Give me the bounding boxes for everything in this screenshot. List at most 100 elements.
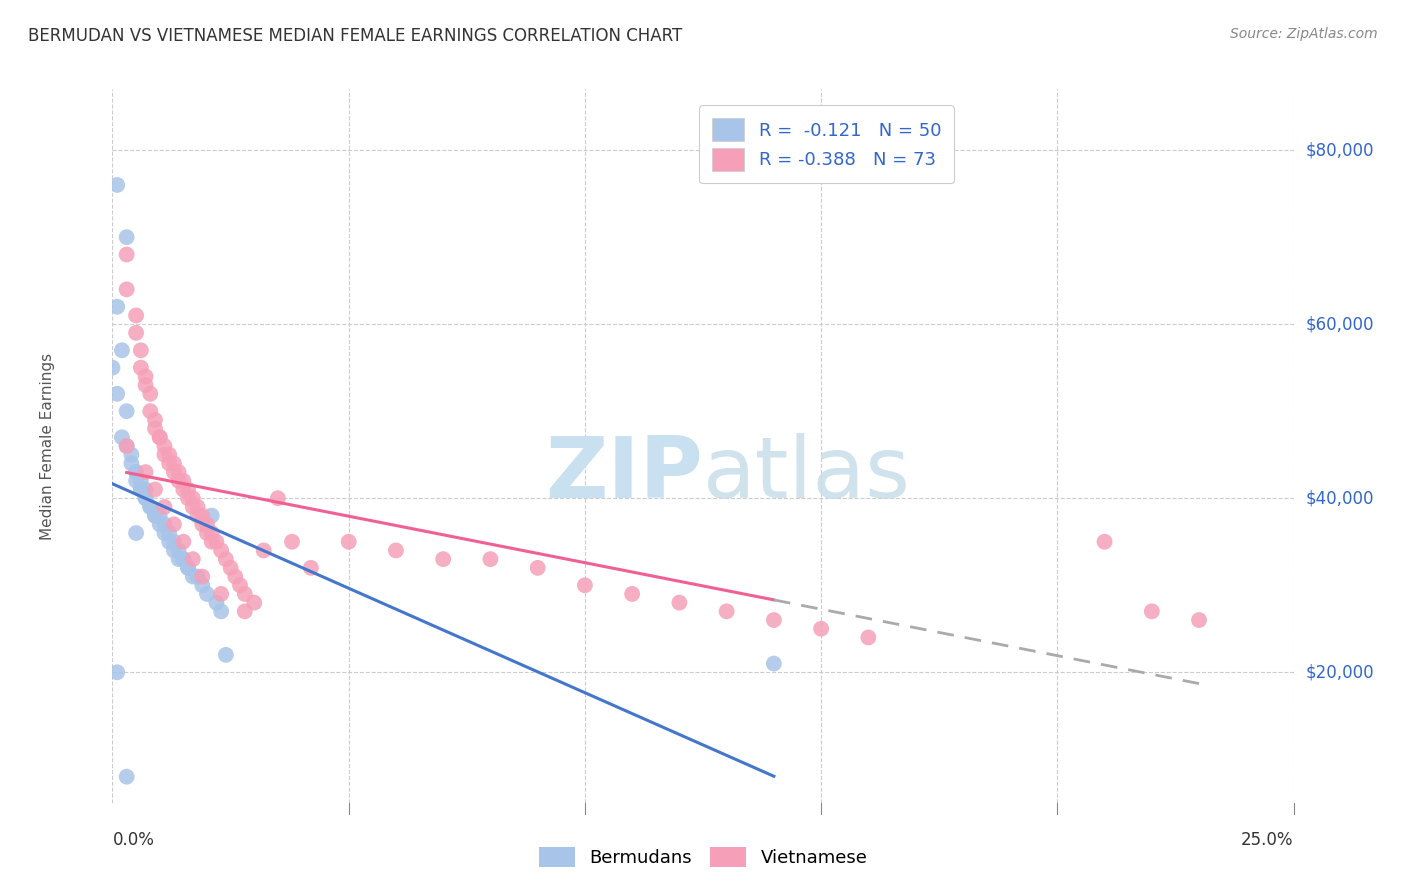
Point [762, 613, 785, 627]
Point [1188, 613, 1211, 627]
Point [125, 465, 148, 479]
Point [167, 543, 190, 558]
Point [224, 569, 246, 583]
Point [105, 178, 128, 192]
Point [129, 474, 152, 488]
Point [105, 665, 128, 680]
Point [1140, 604, 1163, 618]
Point [115, 404, 138, 418]
Point [149, 430, 172, 444]
Point [205, 534, 228, 549]
Point [191, 569, 214, 583]
Point [233, 604, 256, 618]
Point [191, 517, 214, 532]
Point [125, 309, 148, 323]
Point [172, 552, 194, 566]
Point [153, 500, 176, 514]
Point [163, 534, 186, 549]
Point [149, 430, 172, 444]
Point [135, 378, 157, 392]
Point [172, 534, 194, 549]
Point [191, 508, 214, 523]
Point [201, 534, 224, 549]
Point [143, 508, 166, 523]
Point [105, 386, 128, 401]
Point [762, 657, 785, 671]
Point [201, 508, 224, 523]
Text: Median Female Earnings: Median Female Earnings [39, 352, 55, 540]
Point [163, 465, 186, 479]
Text: Source: ZipAtlas.com: Source: ZipAtlas.com [1230, 27, 1378, 41]
Point [157, 526, 180, 541]
Point [139, 500, 162, 514]
Point [1094, 534, 1116, 549]
Point [115, 770, 138, 784]
Point [229, 578, 252, 592]
Point [149, 508, 172, 523]
Point [115, 247, 138, 261]
Point [139, 386, 162, 401]
Text: $40,000: $40,000 [1305, 489, 1374, 508]
Point [139, 404, 162, 418]
Point [129, 360, 152, 375]
Point [810, 622, 832, 636]
Point [209, 604, 232, 618]
Point [621, 587, 644, 601]
Point [163, 457, 186, 471]
Point [172, 552, 194, 566]
Point [267, 491, 290, 506]
Point [181, 569, 204, 583]
Point [153, 517, 176, 532]
Point [135, 483, 157, 497]
Point [135, 465, 157, 479]
Point [125, 465, 148, 479]
Point [111, 430, 134, 444]
Point [120, 457, 142, 471]
Point [337, 534, 360, 549]
Point [186, 508, 208, 523]
Point [219, 561, 242, 575]
Point [143, 413, 166, 427]
Point [115, 282, 138, 296]
Text: $80,000: $80,000 [1305, 141, 1374, 159]
Point [153, 448, 176, 462]
Text: $60,000: $60,000 [1305, 315, 1374, 334]
Text: ZIP: ZIP [546, 433, 703, 516]
Point [177, 483, 200, 497]
Point [167, 474, 190, 488]
Point [181, 491, 204, 506]
Point [195, 517, 218, 532]
Point [191, 578, 214, 592]
Point [115, 439, 138, 453]
Point [215, 648, 238, 662]
Point [129, 483, 152, 497]
Point [139, 500, 162, 514]
Legend: Bermudans, Vietnamese: Bermudans, Vietnamese [531, 839, 875, 874]
Point [526, 561, 548, 575]
Point [177, 561, 200, 575]
Point [129, 343, 152, 358]
Point [125, 474, 148, 488]
Point [181, 552, 204, 566]
Point [167, 552, 190, 566]
Point [157, 457, 180, 471]
Point [172, 483, 194, 497]
Point [243, 596, 266, 610]
Point [172, 474, 194, 488]
Point [858, 631, 880, 645]
Legend: R =  -0.121   N = 50, R = -0.388   N = 73: R = -0.121 N = 50, R = -0.388 N = 73 [699, 105, 953, 184]
Point [195, 526, 218, 541]
Point [111, 343, 134, 358]
Point [143, 508, 166, 523]
Point [105, 300, 128, 314]
Point [716, 604, 738, 618]
Point [432, 552, 454, 566]
Point [299, 561, 322, 575]
Point [209, 543, 232, 558]
Point [233, 587, 256, 601]
Text: $20,000: $20,000 [1305, 664, 1374, 681]
Point [209, 587, 232, 601]
Point [177, 491, 200, 506]
Point [163, 517, 186, 532]
Point [115, 230, 138, 244]
